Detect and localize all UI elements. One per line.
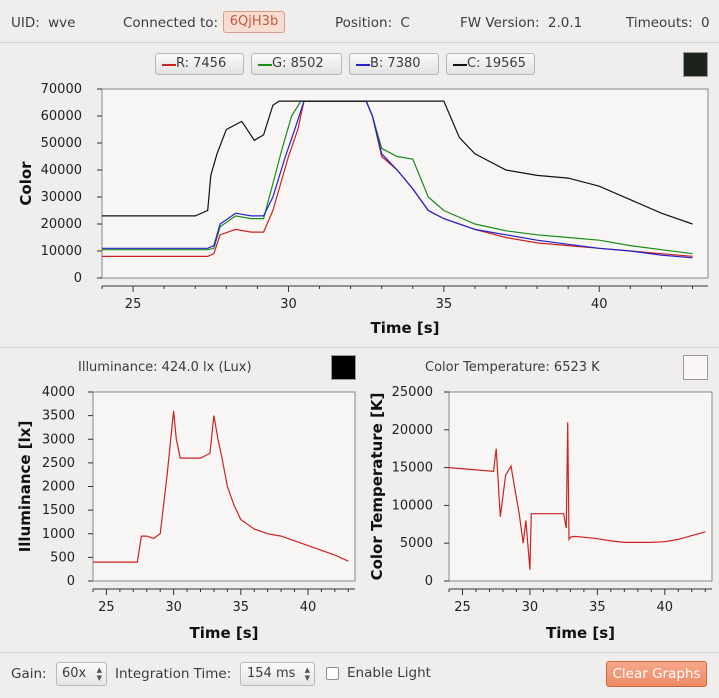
x-tick-label: 25 xyxy=(98,600,115,615)
legend-c-button[interactable]: C: 19565 xyxy=(446,53,535,75)
x-tick-label: 40 xyxy=(591,297,608,312)
integration-time-value: 154 ms xyxy=(247,666,296,681)
timeouts-label-text: Timeouts: xyxy=(626,15,693,31)
color-chart: 0 10000 20000 30000 40000 50000 60000 70000 25 30… xyxy=(17,82,709,337)
illuminance-label: Illuminance: 424.0 lx (Lux) xyxy=(78,360,252,375)
x-tick-label: 25 xyxy=(125,297,142,312)
legend-g-button[interactable]: G: 8502 xyxy=(251,53,342,75)
legend-c-line xyxy=(453,64,467,66)
gain-value: 60x xyxy=(62,666,87,681)
x-tick-label: 35 xyxy=(233,600,250,615)
legend-b-button[interactable]: B: 7380 xyxy=(349,53,439,75)
y-axis-label: Color Temperature [K] xyxy=(368,393,386,581)
y-tick-label: 4000 xyxy=(42,385,75,400)
position-value: C xyxy=(400,15,410,31)
x-axis-label: Time [s] xyxy=(370,319,439,337)
y-tick-label: 20000 xyxy=(392,423,433,438)
legend-r-label: R: 7456 xyxy=(176,56,227,71)
middle-separator xyxy=(0,347,719,348)
color-swatch xyxy=(683,52,708,77)
fw-label-text: FW Version: xyxy=(460,15,540,31)
x-tick-label: 40 xyxy=(300,600,317,615)
timeouts-value: 0 xyxy=(701,15,710,31)
integration-time-label: Integration Time: xyxy=(115,666,232,682)
y-axis-label: Color xyxy=(17,161,35,206)
y-tick-label: 2000 xyxy=(42,480,75,495)
clear-graphs-button[interactable]: Clear Graphs xyxy=(606,661,707,687)
y-tick-label: 3000 xyxy=(42,432,75,447)
series-line-3 xyxy=(102,100,693,225)
uid-value: wve xyxy=(48,15,76,31)
fw-version-value: 2.0.1 xyxy=(547,15,583,31)
y-tick-label: 70000 xyxy=(41,82,82,97)
series-line-1 xyxy=(102,100,693,255)
legend-g-line xyxy=(258,64,272,66)
x-tick-label: 25 xyxy=(454,600,471,615)
legend-b-line xyxy=(356,64,370,66)
y-tick-label: 0 xyxy=(67,574,75,589)
plot-area xyxy=(92,391,356,582)
y-tick-label: 2500 xyxy=(42,456,75,471)
y-tick-label: 1500 xyxy=(42,503,75,518)
legend-c-label: C: 19565 xyxy=(467,56,526,71)
x-tick-label: 30 xyxy=(522,600,539,615)
plot-area xyxy=(448,391,713,582)
x-axis-label: Time [s] xyxy=(546,624,615,642)
position-label-text: Position: xyxy=(335,15,393,31)
bottom-separator xyxy=(0,652,719,653)
illuminance-swatch xyxy=(331,355,356,380)
x-tick-label: 40 xyxy=(657,600,674,615)
color-temperature-label: Color Temperature: 6523 K xyxy=(425,360,600,375)
y-tick-label: 20000 xyxy=(41,217,82,232)
series-line-2 xyxy=(102,100,693,259)
timeouts-label: Timeouts: 0 xyxy=(626,15,710,31)
gain-label: Gain: xyxy=(11,666,47,682)
enable-light-checkbox[interactable] xyxy=(326,667,339,680)
gain-spinbox[interactable]: 60x ▲ ▼ xyxy=(56,662,107,686)
y-tick-label: 3500 xyxy=(42,409,75,424)
y-tick-label: 15000 xyxy=(392,461,433,476)
y-tick-label: 25000 xyxy=(392,385,433,400)
y-tick-label: 40000 xyxy=(41,163,82,178)
y-tick-label: 30000 xyxy=(41,190,82,205)
x-tick-label: 35 xyxy=(589,600,606,615)
y-tick-label: 10000 xyxy=(392,498,433,513)
x-axis-label: Time [s] xyxy=(189,624,258,642)
plot-area xyxy=(101,88,709,279)
integration-spin-icon: ▲ ▼ xyxy=(304,666,310,682)
illuminance-chart: 0 500 1000 1500 2000 2500 3000 3500 4000 25 30 35 40… xyxy=(16,385,356,642)
gain-spin-icon: ▲ ▼ xyxy=(96,666,102,682)
legend-g-label: G: 8502 xyxy=(272,56,324,71)
legend-r-line xyxy=(162,64,176,66)
position-label: Position: C xyxy=(335,15,410,31)
header-separator xyxy=(0,42,719,43)
y-axis-label: Illuminance [lx] xyxy=(16,421,34,553)
uid-label-text: UID: xyxy=(11,15,40,31)
fw-version-label: FW Version: 2.0.1 xyxy=(460,15,582,31)
integration-time-spinbox[interactable]: 154 ms ▲ ▼ xyxy=(240,662,315,686)
legend-r-button[interactable]: R: 7456 xyxy=(155,53,244,75)
y-tick-label: 0 xyxy=(425,574,433,589)
color-temperature-chart: 0 5000 10000 15000 20000 25000 25 30 35 40 Time [s… xyxy=(368,385,713,642)
x-tick-label: 35 xyxy=(436,297,453,312)
y-tick-label: 10000 xyxy=(41,244,82,259)
y-tick-label: 1000 xyxy=(42,527,75,542)
series-line-0 xyxy=(93,410,349,563)
legend-b-label: B: 7380 xyxy=(370,56,421,71)
uid-label: UID: wve xyxy=(11,15,75,31)
y-tick-label: 5000 xyxy=(400,536,433,551)
enable-light-label: Enable Light xyxy=(347,665,431,681)
color-temperature-swatch xyxy=(683,355,708,380)
y-tick-label: 0 xyxy=(74,271,82,286)
y-tick-label: 500 xyxy=(50,550,75,565)
y-tick-label: 50000 xyxy=(41,136,82,151)
x-tick-label: 30 xyxy=(165,600,182,615)
connected-uid-link[interactable]: 6QjH3b xyxy=(223,11,285,33)
x-tick-label: 30 xyxy=(280,297,297,312)
y-tick-label: 60000 xyxy=(41,109,82,124)
series-line-0 xyxy=(448,422,706,570)
connected-label: Connected to: xyxy=(123,15,219,31)
